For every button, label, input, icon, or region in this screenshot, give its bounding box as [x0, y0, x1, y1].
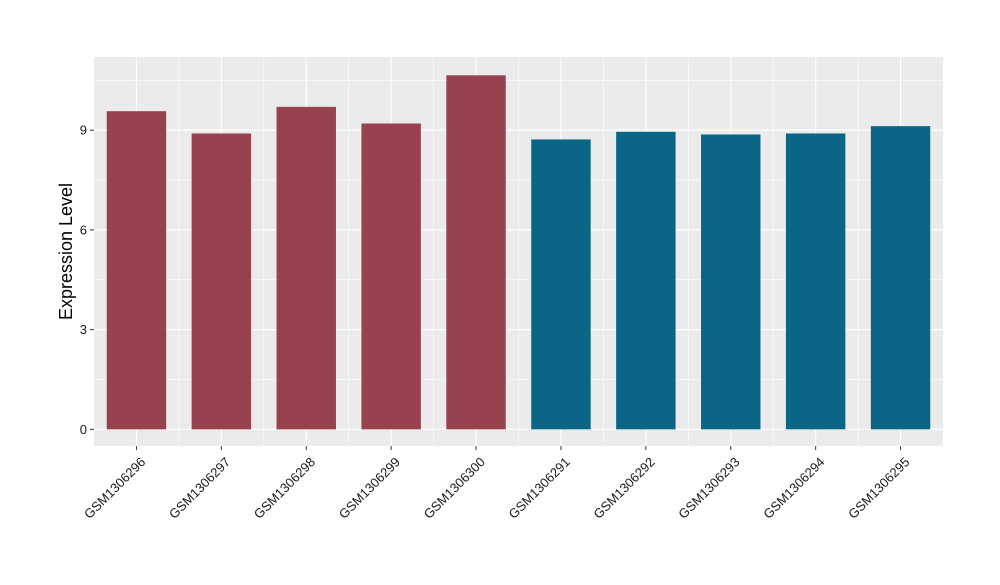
bar-GSM1306300 [446, 75, 506, 430]
bar-GSM1306294 [785, 133, 846, 430]
bar-GSM1306296 [106, 111, 167, 430]
bar-GSM1306295 [870, 126, 931, 430]
x-tick-label: GSM1306292 [590, 454, 657, 521]
y-tick-label: 9 [80, 123, 87, 138]
bar-GSM1306299 [361, 123, 421, 430]
bar-GSM1306292 [616, 131, 676, 430]
bar-GSM1306298 [276, 106, 336, 430]
bars-group [106, 75, 931, 430]
x-tick-label: GSM1306291 [506, 454, 573, 521]
bar-GSM1306297 [191, 133, 252, 430]
y-axis: 0 3 6 9 [80, 123, 94, 437]
y-tick-label: 3 [80, 322, 87, 337]
x-tick-label: GSM1306298 [251, 454, 318, 521]
x-tick-label: GSM1306294 [760, 454, 827, 521]
x-axis: GSM1306296 GSM1306297 GSM1306298 GSM1306299… [81, 446, 912, 522]
y-axis-title: Expression Level [56, 183, 76, 320]
x-tick-label: GSM1306296 [81, 454, 148, 521]
y-tick-label: 0 [80, 422, 87, 437]
x-tick-label: GSM1306300 [421, 454, 488, 521]
bar-GSM1306293 [701, 134, 761, 430]
y-tick-label: 6 [80, 222, 87, 237]
x-tick-label: GSM1306299 [336, 454, 403, 521]
bar-GSM1306291 [531, 139, 591, 430]
x-tick-label: GSM1306295 [845, 454, 912, 521]
x-tick-label: GSM1306297 [166, 454, 233, 521]
x-tick-label: GSM1306293 [675, 454, 742, 521]
